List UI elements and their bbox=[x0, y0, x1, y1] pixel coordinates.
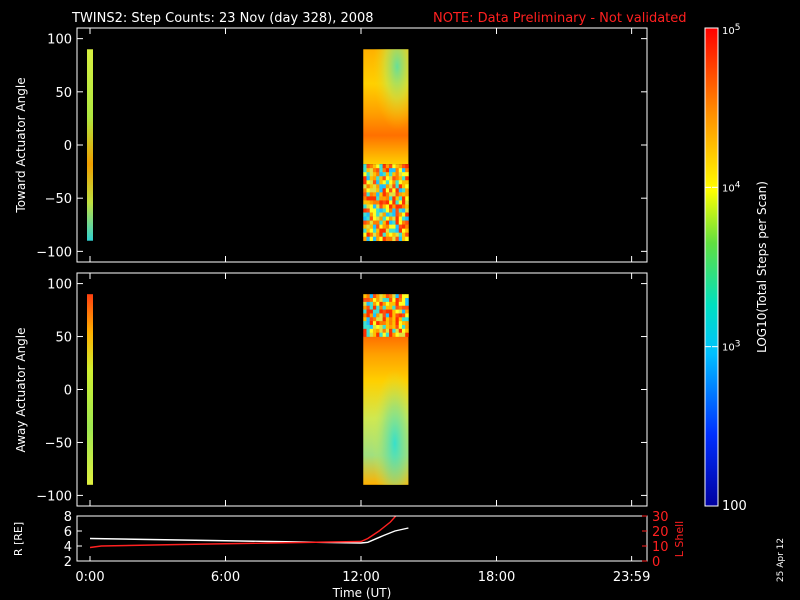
preliminary-note: NOTE: Data Preliminary - Not validated bbox=[433, 11, 687, 26]
ytick-label: −100 bbox=[36, 245, 72, 260]
left-tick-label: 8 bbox=[64, 510, 72, 525]
date-stamp-box: 25 Apr 12 bbox=[776, 538, 786, 582]
ytick-label: 100 bbox=[47, 33, 72, 48]
right-tick-label: 0 bbox=[652, 555, 660, 570]
noisy-region bbox=[363, 164, 409, 242]
panel-away-frame bbox=[76, 272, 648, 507]
time-tick-label: 0:00 bbox=[75, 570, 104, 585]
ytick-label: 0 bbox=[64, 139, 72, 154]
cyan-region bbox=[363, 49, 409, 165]
left-tick-label: 2 bbox=[64, 555, 72, 570]
bot-strip-block bbox=[87, 294, 93, 485]
chart-title: TWINS2: Step Counts: 23 Nov (day 328), 2… bbox=[71, 11, 374, 26]
colorbar: 100 103 104 105 LOG10(Total Steps per Scan) bbox=[704, 23, 769, 514]
panel-orbit-frame bbox=[76, 515, 648, 562]
cyan-region bbox=[363, 336, 409, 485]
bot-main-block bbox=[363, 294, 409, 485]
left-tick-label: 6 bbox=[64, 525, 72, 540]
right-tick-label: 10 bbox=[652, 540, 669, 555]
time-tick-label: 12:00 bbox=[342, 570, 379, 585]
colorbar-tick-label: 100 bbox=[722, 499, 747, 514]
panel-away-yaxis: 100 50 0 −50 −100 bbox=[36, 278, 647, 504]
colorbar-tick-label: 105 bbox=[722, 23, 740, 37]
panel-away-xaxis bbox=[89, 273, 633, 506]
colorbar-gradient bbox=[704, 27, 719, 507]
left-tick-label: 4 bbox=[64, 540, 72, 555]
ytick-label: 50 bbox=[55, 86, 72, 101]
ytick-label: −100 bbox=[36, 489, 72, 504]
orbit-ylabel-left: R [RE] bbox=[12, 522, 25, 556]
panel-toward-ylabel: Toward Actuator Angle bbox=[14, 77, 28, 213]
time-tick-label: 6:00 bbox=[211, 570, 240, 585]
ytick-label: 50 bbox=[55, 331, 72, 346]
panel-away-ylabel: Away Actuator Angle bbox=[14, 327, 28, 452]
ytick-label: −50 bbox=[45, 192, 72, 207]
colorbar-label: LOG10(Total Steps per Scan) bbox=[755, 181, 769, 353]
panel-toward-xaxis bbox=[89, 28, 633, 262]
noisy-region bbox=[363, 294, 409, 337]
orbit-ylabel-right: L Shell bbox=[673, 521, 686, 557]
right-tick-label: 20 bbox=[652, 525, 669, 540]
series-line-lshell bbox=[89, 516, 397, 549]
colorbar-ticks: 100 103 104 105 bbox=[705, 23, 747, 514]
ytick-label: −50 bbox=[45, 436, 72, 451]
colorbar-tick-label: 103 bbox=[722, 340, 740, 354]
time-tick-label: 18:00 bbox=[478, 570, 515, 585]
top-main-block bbox=[363, 49, 409, 242]
panel-away: 100 50 0 −50 −100 Away Actuator Angle bbox=[14, 272, 648, 507]
panel-toward: 100 50 0 −50 −100 Toward Actuator Angle bbox=[14, 27, 648, 263]
top-strip-block bbox=[87, 49, 93, 241]
series-line-radius bbox=[89, 527, 409, 544]
colorbar-tick-label: 104 bbox=[722, 180, 741, 194]
ytick-label: 100 bbox=[47, 278, 72, 293]
panel-toward-yaxis: 100 50 0 −50 −100 bbox=[36, 33, 647, 260]
right-tick-label: 30 bbox=[652, 510, 669, 525]
ytick-label: 0 bbox=[64, 384, 72, 399]
date-stamp: 25 Apr 12 bbox=[776, 538, 786, 582]
panel-toward-frame bbox=[76, 27, 648, 263]
time-axis-label: Time (UT) bbox=[332, 586, 392, 600]
orbit-time-axis: 0:00 6:00 12:00 18:00 23:59 bbox=[75, 556, 650, 585]
time-tick-label: 23:59 bbox=[613, 570, 650, 585]
